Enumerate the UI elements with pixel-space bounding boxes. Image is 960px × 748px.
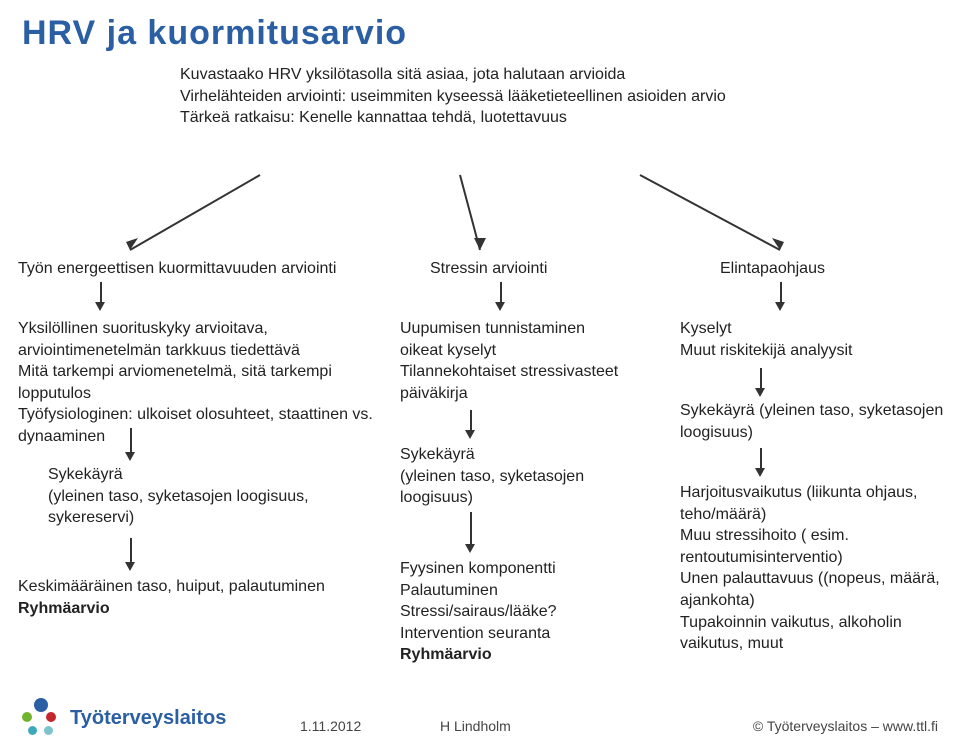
right-block1: Kyselyt Muut riskitekijä analyysit [680, 318, 950, 361]
brand-text: Työterveyslaitos [70, 707, 226, 730]
top-line-2: Virhelähteiden arviointi: useimmiten kys… [180, 86, 760, 108]
center-b2-l4: Intervention seuranta [400, 623, 670, 645]
left-bottom: Keskimääräinen taso, huiput, palautumine… [18, 576, 388, 619]
center-b2-l3: Stressi/sairaus/lääke? [400, 601, 670, 623]
branch-center-label: Stressin arviointi [430, 258, 600, 280]
arrowhead-center-3 [465, 544, 475, 553]
left-bottom-bold: Ryhmäarvio [18, 600, 110, 617]
left-bottom-main: Keskimääräinen taso, huiput, palautumine… [18, 578, 325, 595]
center-hrv: Sykekäyrä (yleinen taso, syketasojen loo… [400, 444, 660, 509]
arrow-left-branch-down [100, 282, 102, 304]
center-b1-l1: Uupumisen tunnistaminen [400, 318, 670, 340]
arrowhead-right-1 [775, 302, 785, 311]
center-b1-l2: oikeat kyselyt [400, 340, 670, 362]
footer-right: © Työterveyslaitos – www.ttl.fi [753, 718, 938, 734]
arrow-center-branch-down [500, 282, 502, 304]
right-hrv: Sykekäyrä (yleinen taso, syketasojen loo… [680, 400, 960, 443]
branch-right-label: Elintapaohjaus [720, 258, 880, 280]
right-b2-l2: Muu stressihoito ( esim. rentoutumisinte… [680, 525, 960, 568]
arrowhead-center-1 [495, 302, 505, 311]
brand-logo [22, 698, 62, 738]
center-block2: Fyysinen komponentti Palautuminen Stress… [400, 558, 670, 666]
arrowhead-right-3 [755, 468, 765, 477]
left-block1-line1: Yksilöllinen suorituskyky arvioitava, ar… [18, 318, 388, 361]
footer-date: 1.11.2012 [300, 718, 361, 734]
arrow-left-2 [130, 428, 132, 454]
right-b2-l4: Tupakoinnin vaikutus, alkoholin vaikutus… [680, 612, 960, 655]
center-block1: Uupumisen tunnistaminen oikeat kyselyt T… [400, 318, 670, 404]
right-block2: Harjoitusvaikutus (liikunta ohjaus, teho… [680, 482, 960, 655]
arrowhead-left-1 [95, 302, 105, 311]
page-title: HRV ja kuormitusarvio [22, 14, 407, 53]
arrowhead-left-3 [125, 562, 135, 571]
arrow-right-branch-down [780, 282, 782, 304]
footer-brand: Työterveyslaitos [22, 698, 226, 738]
right-b2-l3: Unen palauttavuus ((nopeus, määrä, ajank… [680, 568, 960, 611]
center-b1-l4: päiväkirja [400, 383, 670, 405]
top-description: Kuvastaako HRV yksilötasolla sitä asiaa,… [180, 64, 760, 129]
arrowhead-right-2 [755, 388, 765, 397]
left-block1: Yksilöllinen suorituskyky arvioitava, ar… [18, 318, 388, 448]
arrowhead-left-2 [125, 452, 135, 461]
center-b2-l5: Ryhmäarvio [400, 646, 492, 663]
top-line-3: Tärkeä ratkaisu: Kenelle kannattaa tehdä… [180, 107, 760, 129]
arrow-right-2 [760, 368, 762, 390]
arrowhead-center-2 [465, 430, 475, 439]
center-b2-l1: Fyysinen komponentti [400, 558, 670, 580]
branch-left-label: Työn energeettisen kuormittavuuden arvio… [18, 258, 358, 280]
arrow-center-3 [470, 512, 472, 546]
footer-author: H Lindholm [440, 718, 511, 734]
arrow-left-3 [130, 538, 132, 564]
right-b1-l2: Muut riskitekijä analyysit [680, 340, 950, 362]
left-hrv-box: Sykekäyrä (yleinen taso, syketasojen loo… [48, 464, 368, 529]
top-line-1: Kuvastaako HRV yksilötasolla sitä asiaa,… [180, 64, 760, 86]
right-b2-l1: Harjoitusvaikutus (liikunta ohjaus, teho… [680, 482, 960, 525]
center-b2-l2: Palautuminen [400, 580, 670, 602]
arrow-center-2 [470, 410, 472, 432]
left-block1-line2: Mitä tarkempi arviomenetelmä, sitä tarke… [18, 361, 388, 404]
left-block1-line3: Työfysiologinen: ulkoiset olosuhteet, st… [18, 404, 388, 447]
center-b1-l3: Tilannekohtaiset stressivasteet [400, 361, 670, 383]
right-b1-l1: Kyselyt [680, 318, 950, 340]
arrow-right-3 [760, 448, 762, 470]
